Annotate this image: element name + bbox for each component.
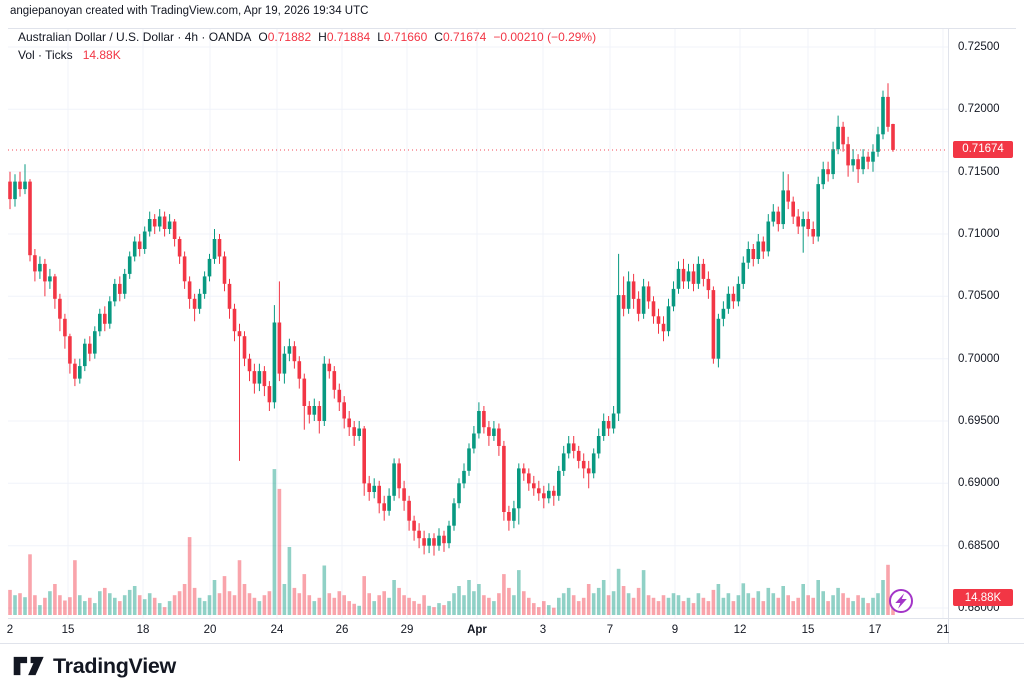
volume-layer — [8, 469, 895, 615]
time-tick-label: 26 — [335, 624, 349, 636]
legend-low: L0.71660 — [377, 30, 428, 44]
price-tick-label: 0.71000 — [958, 228, 1000, 240]
time-tick-label: 12 — [733, 624, 747, 636]
pane-borders — [0, 28, 1024, 644]
tradingview-logo-icon — [13, 656, 44, 676]
price-tick-label: 0.72000 — [958, 103, 1000, 116]
time-tick-label: 2 — [6, 624, 14, 636]
price-tick-label: 0.68500 — [958, 539, 1000, 552]
legend-open: O0.71882 — [258, 30, 312, 44]
time-scale[interactable]: 2 15 18 20 24 26 29 Apr 3 7 9 12 15 17 21 — [0, 619, 1024, 644]
last-price-label: 0.71674 — [953, 140, 1013, 158]
time-tick-label: 24 — [270, 624, 284, 636]
price-tick-label: 0.70500 — [958, 290, 1000, 303]
legend-series-title[interactable]: Australian Dollar / U.S. Dollar · 4h · O… — [18, 30, 252, 44]
legend-change: −0.00210 (−0.29%) — [493, 30, 597, 44]
price-tick-label: 0.69500 — [958, 415, 1000, 427]
time-tick-label: 29 — [400, 624, 414, 636]
tradingview-logo-text: TradingView — [53, 653, 176, 678]
time-tick-label: 3 — [539, 624, 547, 636]
time-tick-label: 17 — [868, 624, 882, 636]
candles-layer — [8, 83, 895, 556]
grid-layer — [8, 28, 948, 618]
time-tick-label: 18 — [136, 624, 150, 636]
legend-volume-title[interactable]: Vol · Ticks — [18, 48, 73, 62]
time-tick-label: 15 — [61, 624, 75, 636]
price-tick-label: 0.70000 — [958, 352, 1000, 365]
time-tick-label: 9 — [671, 624, 679, 636]
volume-label: 14.88K — [953, 589, 1013, 606]
legend-volume-row: Vol · Ticks 14.88K — [18, 48, 596, 66]
legend-volume-value: 14.88K — [82, 48, 121, 62]
legend: Australian Dollar / U.S. Dollar · 4h · O… — [18, 30, 596, 66]
time-tick-label: 21 — [936, 624, 950, 636]
time-tick-label: 7 — [606, 624, 614, 636]
price-scale[interactable]: 0.72500 0.72000 0.71500 0.71000 0.70500 0.700… — [949, 28, 1024, 619]
tradingview-logo[interactable]: TradingView — [13, 653, 176, 679]
time-tick-label: 20 — [203, 624, 217, 636]
time-tick-label: Apr — [467, 624, 487, 636]
legend-high: H0.71884 — [318, 30, 371, 44]
price-tick-label: 0.69000 — [958, 477, 1000, 490]
legend-close: C0.71674 — [434, 30, 487, 44]
legend-series-row: Australian Dollar / U.S. Dollar · 4h · O… — [18, 30, 596, 48]
time-tick-label: 15 — [801, 624, 815, 636]
attribution-text: angiepanoyan created with TradingView.co… — [10, 5, 369, 17]
price-tick-label: 0.71500 — [958, 165, 1000, 178]
price-tick-label: 0.72500 — [958, 41, 1000, 53]
boost-lightning-icon[interactable] — [889, 589, 913, 613]
